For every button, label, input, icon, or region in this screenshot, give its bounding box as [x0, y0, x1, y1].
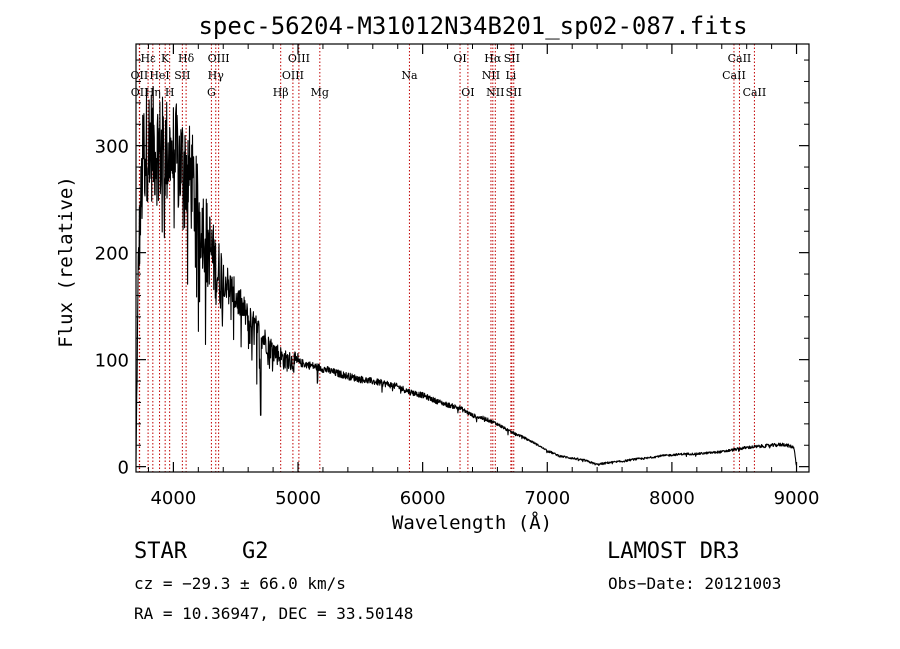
line-label-4: HeI [149, 69, 169, 82]
line-label-0: Hε [140, 52, 156, 65]
line-label-8: Hδ [178, 52, 195, 65]
x-tick-label-5: 9000 [774, 488, 820, 509]
line-label-23: Li [505, 69, 516, 82]
line-label-6: H [165, 86, 175, 99]
line-label-15: Mg [311, 86, 329, 99]
line-label-11: OIII [208, 52, 230, 65]
line-label-7: SII [174, 69, 190, 82]
y-tick-label-0: 0 [118, 458, 129, 479]
plot-frame [135, 43, 810, 473]
x-tick-label-4: 8000 [649, 488, 695, 509]
line-label-16: Na [401, 69, 418, 82]
y-axis-ticks: 0 100 200 300 [95, 59, 809, 479]
object-subclass: G2 [242, 539, 269, 564]
line-label-24: SII [506, 86, 522, 99]
line-label-21: NII [486, 86, 504, 99]
coordinates: RA = 10.36947, DEC = 33.50148 [134, 604, 413, 623]
line-label-27: CaII [743, 86, 767, 99]
line-label-14: OIII [288, 52, 310, 65]
x-axis-ticks: 4000 5000 6000 7000 8000 9000 [147, 44, 820, 509]
x-axis-label: Wavelength (Å) [392, 511, 552, 534]
line-label-22: SII [504, 52, 520, 65]
survey-name: LAMOST DR3 [607, 539, 739, 564]
spectral-line-markers [138, 44, 755, 472]
line-label-5: K [161, 52, 170, 65]
chart-title: spec-56204-M31012N34B201_sp02-087.fits [198, 12, 747, 40]
line-label-25: CaII [722, 69, 746, 82]
redshift-velocity: cz = −29.3 ± 66.0 km/s [134, 574, 346, 593]
line-label-26: CaII [728, 52, 752, 65]
line-label-9: G [207, 86, 216, 99]
x-tick-label-1: 5000 [275, 488, 321, 509]
x-tick-label-3: 7000 [524, 488, 570, 509]
x-tick-label-2: 6000 [400, 488, 446, 509]
y-tick-label-3: 300 [95, 137, 129, 158]
x-tick-label-0: 4000 [150, 488, 196, 509]
spectral-line-labels: HεOIIOIIHηHeIKHSIIHδGHγOIIIHβOIIIOIIIMgN… [131, 52, 767, 99]
line-label-17: OI [453, 52, 466, 65]
y-tick-label-2: 200 [95, 244, 129, 265]
observation-date: Obs−Date: 20121003 [608, 574, 781, 593]
line-label-10: Hγ [208, 69, 225, 82]
line-label-19: NII [482, 69, 500, 82]
y-axis-label: Flux (relative) [55, 176, 77, 348]
line-label-2: OII [131, 86, 149, 99]
object-class: STAR [134, 539, 188, 564]
spectrum-line [135, 85, 797, 466]
y-tick-label-1: 100 [95, 351, 129, 372]
line-label-20: Hα [484, 52, 502, 65]
line-label-18: OI [461, 86, 474, 99]
line-label-12: Hβ [273, 86, 289, 99]
line-label-1: OII [131, 69, 149, 82]
line-label-13: OIII [282, 69, 304, 82]
